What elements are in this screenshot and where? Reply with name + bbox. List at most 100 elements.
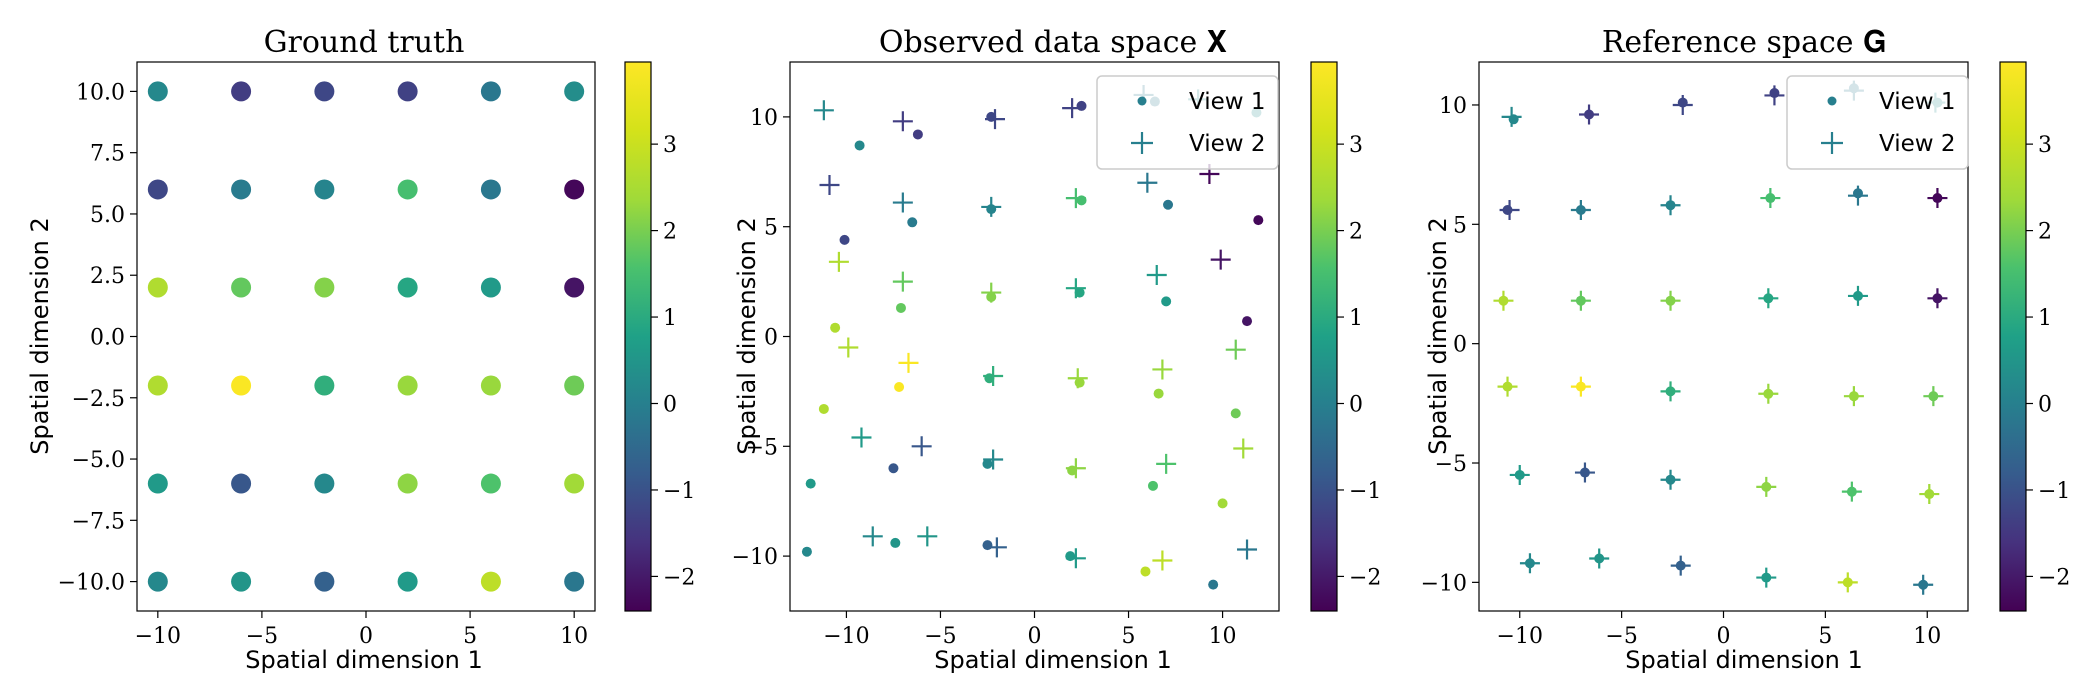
data-point-plus [1156,453,1177,474]
x-tick-label: 5 [463,624,477,649]
data-point-plus [1137,172,1158,193]
colorbar-tick-label: −1 [663,479,695,504]
data-point-plus [1660,469,1681,490]
data-point-plus [1913,574,1934,595]
data-point [147,473,168,494]
data-point [147,179,168,200]
x-axis-label: Spatial dimension 1 [1625,646,1862,674]
data-point-plus [1501,106,1522,127]
data-point-plus [1764,85,1785,106]
data-point-plus [1499,199,1520,220]
y-tick-label: −2.5 [72,387,125,412]
legend-entry-view-2: View 2 [1189,131,1266,157]
panel-title: Reference space 𝐆 [1602,25,1886,60]
y-tick-label: −10 [732,545,778,570]
y-tick-label: 0 [764,326,778,351]
x-tick-label: −10 [1497,624,1543,649]
plot-area: −10 −5 0 5 10 10 5 0 −5 −10 [1421,61,1969,649]
data-point-plus [828,251,849,272]
panel-ground-truth: Ground truth Spatial dimension 1 Spatial… [26,25,695,674]
data-point [894,382,905,393]
data-point-plus [911,436,932,457]
colorbar-tick-label: 0 [2038,393,2052,418]
data-point [147,81,168,102]
y-tick-label: 0.0 [90,326,125,351]
y-tick-label: 5 [1453,213,1467,238]
data-point-plus [917,526,938,547]
x-axis-label: Spatial dimension 1 [245,646,482,674]
colorbar-tick-label: 3 [2038,133,2052,158]
data-point-plus [892,192,913,213]
colorbar-tick-label: 0 [663,393,677,418]
data-point-plus [985,109,1005,130]
data-point [397,473,418,494]
data-point [147,375,168,396]
data-point-plus [1670,555,1691,576]
colorbar-tick-label: 2 [663,220,677,245]
data-point [314,277,335,298]
data-point [805,478,816,489]
colorbar-tick-label: 3 [1349,133,1363,158]
colorbar-tick-label: −1 [1349,479,1381,504]
x-tick-label: 0 [1717,624,1731,649]
data-point [839,234,850,245]
legend: View 1 View 2 [1786,75,1969,170]
data-point-plus [851,427,872,448]
data-point-plus [1927,188,1948,209]
data-point [564,277,585,298]
data-point [564,81,585,102]
y-tick-label: 10 [1439,94,1467,119]
data-point [888,463,899,474]
data-point [231,473,252,494]
data-point-plus [862,526,883,547]
data-point [397,81,418,102]
data-point [1147,480,1158,491]
data-point [231,179,252,200]
x-tick-label: 10 [1913,624,1941,649]
data-point-plus [1519,553,1540,574]
y-axis-label: Spatial dimension 2 [26,217,54,454]
data-point [231,81,252,102]
data-point [907,217,918,228]
data-point-plus [1756,567,1777,588]
data-point-plus [983,366,1004,387]
data-point-plus [813,100,834,121]
data-point [480,81,501,102]
data-point [1253,215,1264,226]
axes-frame [136,61,596,612]
data-point-plus [1847,185,1868,206]
legend-entry-view-2: View 2 [1879,131,1956,157]
x-tick-label: 0 [1028,624,1042,649]
panel-reference-space: Reference space 𝐆 Spatial dimension 1 Sp… [1421,25,2071,674]
data-point-plus [1233,438,1254,459]
data-point-plus [1497,376,1518,397]
data-point-plus [1660,381,1681,402]
data-point [397,277,418,298]
y-tick-label: 5.0 [90,203,125,228]
data-point [480,179,501,200]
data-point [854,140,865,151]
data-point [564,571,585,592]
colorbar: 3 2 1 0 −1 −2 [624,61,695,612]
data-point-plus [1146,265,1167,286]
colorbar-tick-label: 1 [663,306,677,331]
data-point [314,473,335,494]
data-point-plus [1065,188,1086,209]
data-point [231,277,252,298]
data-point [231,375,252,396]
data-point-plus [1660,290,1681,311]
legend-entry-view-1: View 1 [1189,89,1266,115]
data-point [1508,114,1519,125]
data-point-plus [1927,288,1948,309]
axes-frame [1478,61,1969,612]
data-point-plus [981,196,1002,217]
data-point-plus [983,449,1004,470]
data-point [147,571,168,592]
legend-marker-view-1 [1137,96,1147,106]
series-view-1 [801,96,1264,590]
data-point [1163,199,1174,210]
data-point [1076,100,1087,111]
data-point [1065,551,1076,562]
data-point [1153,388,1164,399]
y-tick-label: −7.5 [72,509,125,534]
